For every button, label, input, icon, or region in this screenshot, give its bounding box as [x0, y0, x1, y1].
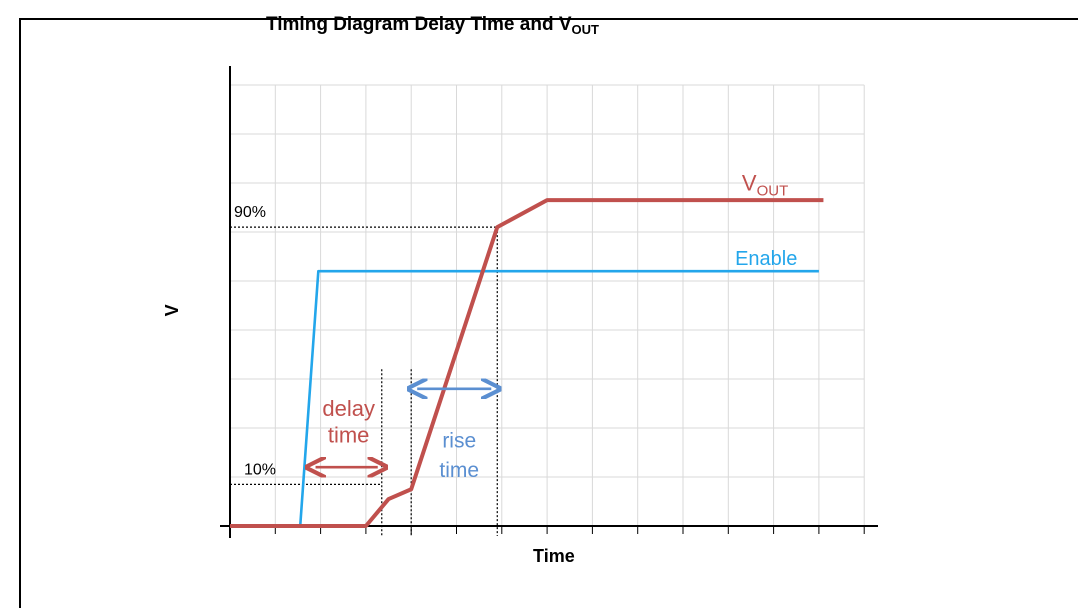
enable-series-label: Enable	[735, 248, 797, 270]
vout-line	[230, 198, 824, 528]
y-axis-label: V	[162, 304, 182, 316]
delay-time-label-line2: time	[328, 423, 370, 448]
rise-time-label-line2: time	[439, 459, 479, 482]
page-title: Timing Diagram Delay Time and VOUT	[266, 14, 599, 37]
x-axis-label: Time	[533, 546, 575, 566]
reference-lines: 90% 10%	[230, 204, 498, 536]
vout-series-label: VOUT	[742, 170, 788, 199]
delay-time-label-line1: delay	[322, 396, 375, 421]
reference-label-90: 90%	[234, 204, 266, 221]
figure-frame: Timing Diagram Delay Time and VOUT	[19, 14, 1078, 608]
gridlines	[230, 84, 865, 526]
title-subscript: OUT	[571, 22, 599, 37]
enable-line	[298, 269, 819, 527]
title-main: Timing Diagram Delay Time and V	[266, 14, 572, 35]
series-lines	[230, 198, 824, 528]
annotations	[316, 389, 492, 467]
rise-time-label-line1: rise	[442, 430, 476, 453]
reference-label-10: 10%	[244, 461, 276, 478]
